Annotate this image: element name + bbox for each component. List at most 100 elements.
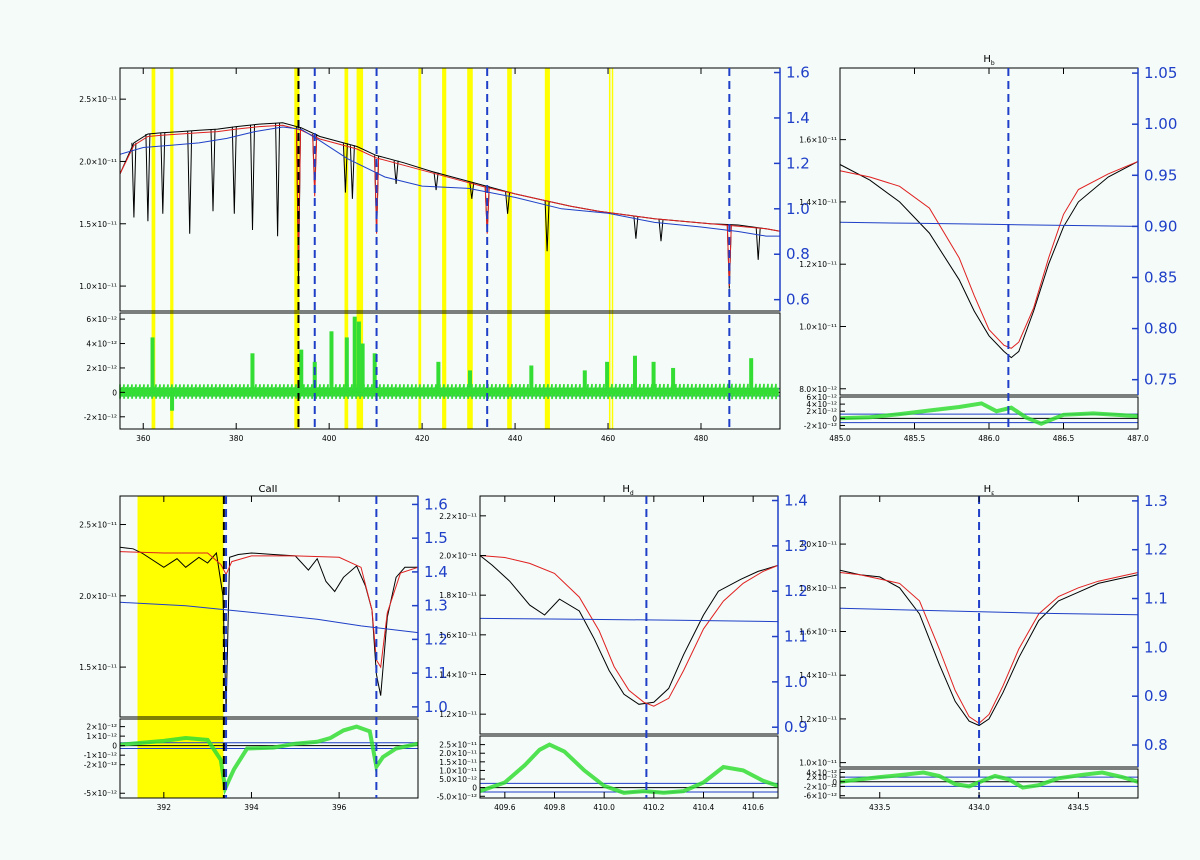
hd-resid-tick-label: 1.5×10⁻¹¹ (439, 758, 477, 767)
overview-resid-tick-label: 4×10⁻¹² (86, 340, 117, 349)
overview-observed-absorption-line (145, 133, 151, 222)
overview-residual-spike (372, 353, 377, 393)
overview-residual-spike (582, 370, 587, 393)
overview-axes: 360 380 400 420 440 460 480 1.0×10⁻¹¹ 1.5×10⁻¹¹ 2… (79, 64, 810, 443)
caii-y2-tick-label: 1.1 (424, 664, 448, 682)
hd-y-tick-label: 1.2×10⁻¹¹ (439, 710, 477, 719)
caii-residual-frame (119, 718, 419, 799)
hb-spectrum (839, 160, 1139, 359)
hb-axes: 485.0 485.5 486.0 486.5 487.0 8.0×10⁻¹² 1.0×10… (799, 64, 1177, 443)
caii-spectrum (119, 546, 419, 710)
overview-residual-spike (651, 361, 656, 393)
overview-residual-spike (360, 343, 365, 393)
overview-y-tick-label: 2.0×10⁻¹¹ (79, 157, 117, 166)
he-residuals (839, 770, 1139, 790)
overview-residual-spike (299, 349, 304, 393)
he-resid-tick-label: 4×10⁻¹² (806, 768, 837, 777)
overview-residual-spike (436, 361, 441, 393)
hd-title: Hd (622, 484, 634, 497)
caii-vlines (222, 496, 378, 798)
hd-x-tick-label: 410.6 (742, 803, 764, 812)
he-x-tick-label: 433.5 (869, 803, 891, 812)
caii-continuum-line (119, 601, 419, 634)
hd-y-tick-label: 1.8×10⁻¹¹ (439, 591, 477, 600)
overview-vlines (297, 68, 731, 429)
caii-y2-tick-label: 1.3 (424, 597, 448, 615)
hb-x-tick-label: 485.0 (829, 434, 851, 443)
he-y-tick-label: 2.0×10⁻¹¹ (799, 540, 837, 549)
hd-y2-tick-label: 1.4 (784, 492, 808, 510)
overview-residual-spike (632, 355, 637, 393)
caii-title: CaII (258, 484, 277, 495)
hb-title: Hb (983, 54, 995, 67)
overview-y-tick-label: 2.5×10⁻¹¹ (79, 95, 117, 104)
hd-residuals (479, 742, 779, 795)
overview-residual-band (119, 383, 779, 400)
hb-x-tick-label: 486.0 (978, 434, 1000, 443)
hb-y-tick-label: 1.2×10⁻¹¹ (799, 260, 837, 269)
caii-axes: 392 394 396 1.5×10⁻¹¹ 2.0×10⁻¹¹ 2.5×10⁻¹¹ 1.0 1… (79, 495, 448, 812)
he-y2-tick-label: 1.3 (1144, 492, 1168, 510)
he-x-tick-label: 434.5 (1068, 803, 1090, 812)
he-model-line (839, 572, 1139, 724)
overview-mask-band (608, 68, 611, 429)
he-y2-tick-label: 1.1 (1144, 590, 1168, 608)
overview-x-tick-label: 360 (136, 434, 151, 443)
hd-axes: 409.6 409.8 410.0 410.2 410.4 410.6 1.2×10⁻¹¹ 1… (437, 492, 808, 812)
he-frame (839, 495, 1139, 768)
he-y2-tick-label: 1.0 (1144, 638, 1168, 656)
he-residual-frame (839, 768, 1139, 799)
he-y-tick-label: 1.8×10⁻¹¹ (799, 584, 837, 593)
hb-y-tick-label: 8.0×10⁻¹² (799, 385, 837, 394)
hd-spectrum (479, 555, 779, 707)
hb-y-tick-label: 1.6×10⁻¹¹ (799, 136, 837, 145)
hb-x-tick-label: 487.0 (1127, 434, 1149, 443)
he-observed-line (839, 569, 1139, 727)
he-continuum-line (839, 607, 1139, 616)
hb-y2-tick-label: 0.95 (1144, 166, 1177, 184)
caii-model-line (119, 551, 419, 669)
hd-y2-tick-label: 1.1 (784, 628, 808, 646)
hd-resid-tick-label: 0 (472, 784, 477, 793)
hd-panel: Hd 409.6 409.8 410.0 410.2 410.4 410.6 1.2×10⁻… (437, 484, 808, 812)
overview-x-tick-label: 460 (601, 434, 616, 443)
hb-frame (839, 67, 1139, 396)
hd-x-tick-label: 410.2 (643, 803, 665, 812)
overview-y2-tick-label: 1.2 (786, 154, 810, 172)
overview-residual-spike (529, 365, 534, 393)
overview-model-absorption-line (312, 136, 318, 197)
hb-y-tick-label: 1.0×10⁻¹¹ (799, 322, 837, 331)
caii-resid-tick-label: 0 (112, 742, 117, 751)
hd-y-tick-label: 1.6×10⁻¹¹ (439, 631, 477, 640)
he-resid-tick-label: -2×10⁻¹² (804, 782, 837, 791)
caii-resid-tick-label: -5×10⁻¹² (84, 789, 117, 798)
overview-observed-absorption-line (349, 145, 355, 199)
overview-masks (151, 68, 614, 429)
overview-residual-spike (312, 361, 317, 393)
overview-model-absorption-line (726, 225, 732, 287)
caii-x-tick-label: 394 (244, 803, 259, 812)
hd-resid-tick-label: 2.0×10⁻¹¹ (439, 749, 477, 758)
overview-observed-absorption-line (131, 142, 137, 218)
overview-x-tick-label: 420 (415, 434, 430, 443)
hd-y2-tick-label: 1.0 (784, 673, 808, 691)
hd-y2-tick-label: 1.2 (784, 582, 808, 600)
overview-resid-tick-label: -2×10⁻¹² (84, 413, 117, 422)
overview-resid-tick-label: 0 (112, 388, 117, 397)
hd-y-tick-label: 1.4×10⁻¹¹ (439, 671, 477, 680)
overview-observed-absorption-line (275, 123, 281, 237)
overview-residual-spike (749, 358, 754, 393)
overview-observed-absorption-line (250, 124, 255, 231)
overview-residual-spike (329, 331, 334, 393)
he-resid-tick-label: 0 (832, 778, 837, 787)
overview-panel: 360 380 400 420 440 460 480 1.0×10⁻¹¹ 1.5×10⁻¹¹ 2… (79, 64, 810, 443)
he-y2-tick-label: 0.9 (1144, 687, 1168, 705)
caii-y2-tick-label: 1.6 (424, 495, 448, 513)
caii-resid-tick-label: 2×10⁻¹² (86, 723, 117, 732)
overview-observed-absorption-line (160, 132, 166, 214)
overview-y2-tick-label: 0.6 (786, 291, 810, 309)
hd-x-tick-label: 409.8 (544, 803, 566, 812)
overview-observed-absorption-line (505, 191, 511, 214)
overview-residual-spike (605, 361, 610, 393)
caii-y2-tick-label: 1.4 (424, 563, 448, 581)
